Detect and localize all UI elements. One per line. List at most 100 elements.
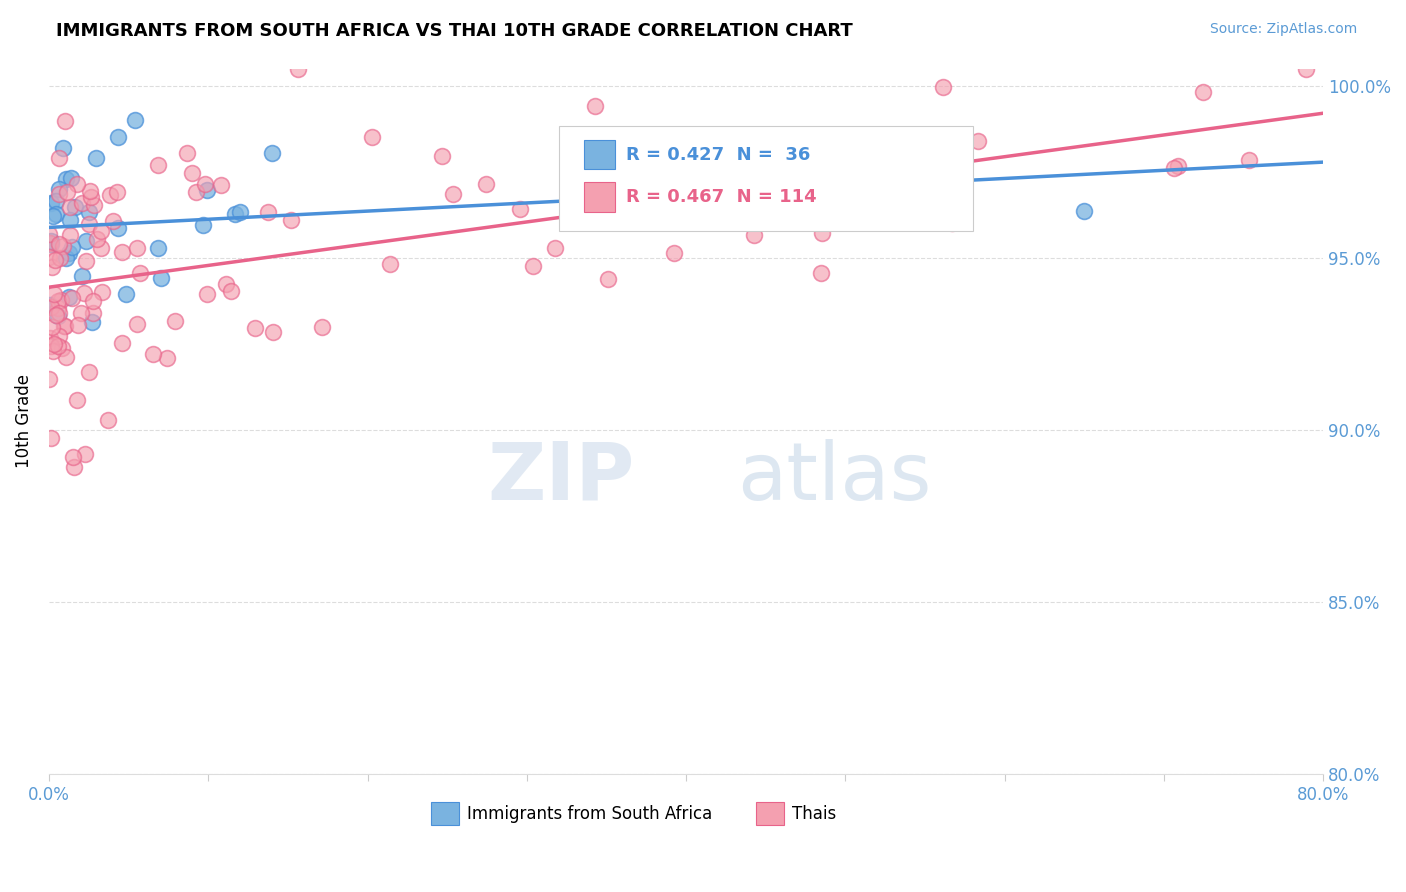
Text: Source: ZipAtlas.com: Source: ZipAtlas.com [1209,22,1357,37]
Point [55,172,77,186]
Point [156,351,179,365]
Point [45,309,67,323]
Point [49,251,72,265]
Point [723,176,745,190]
Point [44,336,66,351]
Point [84,152,107,166]
Point [73,447,96,461]
Point [73,285,96,300]
Point [58,246,80,260]
Point [48,339,70,353]
Point [38,227,60,241]
Point [53,114,76,128]
Point [39,234,62,248]
Point [110,244,132,259]
Point [967,134,990,148]
Point [51,341,73,355]
Point [194,178,217,192]
Point [66,392,89,407]
Point [125,318,148,332]
Point [55,350,77,364]
Point [90,285,112,300]
Point [163,314,186,328]
Point [77,366,100,380]
Bar [583,182,614,211]
Point [82,315,104,329]
Point [209,178,232,192]
Point [82,293,104,308]
Y-axis label: 10th Grade: 10th Grade [15,375,32,468]
Point [44,287,66,301]
Point [48,151,70,165]
Point [522,259,544,273]
Point [59,201,82,215]
Point [280,213,302,227]
Point [52,238,75,252]
Point [105,186,128,200]
Point [46,309,69,323]
Point [914,152,936,166]
Point [443,187,465,202]
Point [866,176,889,190]
Text: R = 0.427  N =  36: R = 0.427 N = 36 [626,145,810,163]
Point [219,285,242,299]
Point [180,166,202,180]
Point [1192,86,1215,100]
Point [70,268,93,283]
Point [772,136,794,150]
Point [260,146,283,161]
Point [742,228,765,243]
Point [311,320,333,334]
Point [361,130,384,145]
Point [184,185,207,199]
Bar [432,802,460,825]
Point [48,306,70,320]
Point [125,241,148,255]
Point [98,187,121,202]
Point [257,204,280,219]
Point [129,266,152,280]
Text: Immigrants from South Africa: Immigrants from South Africa [467,805,713,822]
Point [41,301,63,315]
Point [598,272,620,286]
Point [191,219,214,233]
Point [378,257,401,271]
Point [82,306,104,320]
Text: Thais: Thais [792,805,837,822]
Point [662,246,685,260]
Point [195,286,218,301]
Point [262,325,284,339]
Point [41,344,63,359]
FancyBboxPatch shape [558,127,973,231]
Point [38,250,60,264]
Point [48,329,70,343]
Point [107,129,129,144]
Point [60,170,83,185]
Point [86,232,108,246]
Point [146,158,169,172]
Point [52,319,75,334]
Point [475,177,498,191]
Point [63,459,86,474]
Point [931,80,953,95]
Point [75,253,97,268]
Point [48,182,70,196]
Point [66,177,89,191]
Point [39,196,62,211]
Point [46,293,69,308]
Point [75,234,97,248]
Point [41,339,63,353]
Point [142,347,165,361]
Point [52,141,75,155]
Point [45,194,67,208]
Point [111,336,134,351]
Point [60,240,83,254]
Point [58,289,80,303]
Point [1167,159,1189,173]
Point [1163,161,1185,176]
Point [83,198,105,212]
Point [77,204,100,219]
Point [215,277,238,292]
Point [45,207,67,221]
Point [101,214,124,228]
